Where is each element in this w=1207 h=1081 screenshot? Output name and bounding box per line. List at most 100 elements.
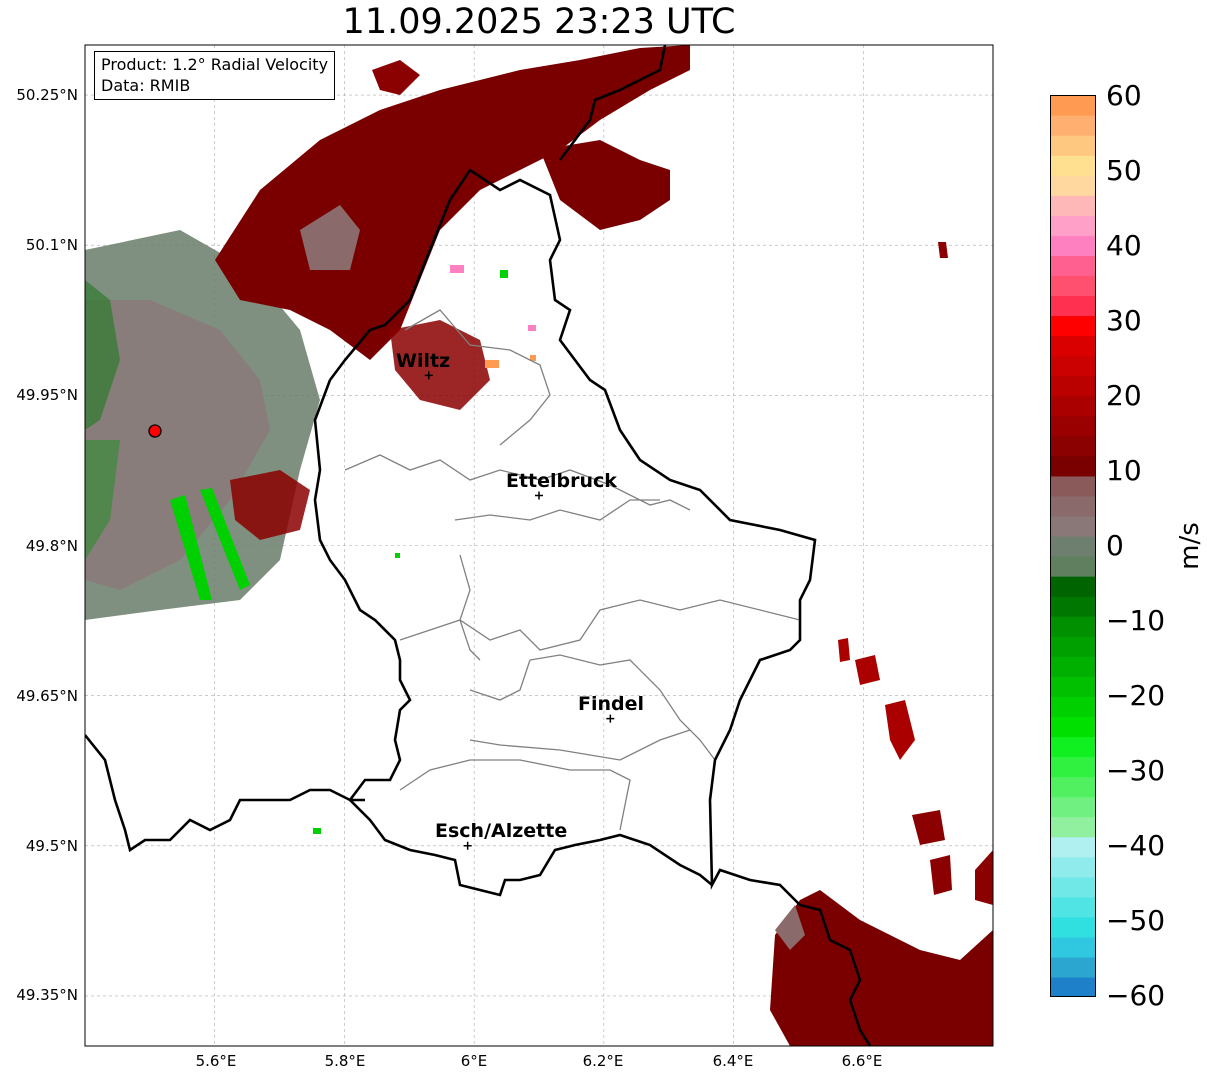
colorbar-tick: −30 [1106, 754, 1166, 787]
data-source-label: Data: RMIB [101, 76, 191, 95]
colorbar [1050, 95, 1096, 997]
radar-echo-gray [85, 300, 270, 590]
colorbar-step [1050, 175, 1096, 196]
colorbar-tick: 20 [1106, 379, 1142, 412]
colorbar-tick: 30 [1106, 304, 1142, 337]
colorbar-step [1050, 596, 1096, 617]
radar-echo-dark-red-band2 [540, 140, 670, 230]
colorbar-step [1050, 836, 1096, 858]
colorbar-step [1050, 495, 1096, 517]
colorbar-tick: −40 [1106, 829, 1166, 862]
colorbar-step [1050, 315, 1096, 337]
colorbar-tick: −50 [1106, 904, 1166, 937]
country-border [85, 45, 872, 1046]
colorbar-step [1050, 776, 1096, 798]
colorbar-step [1050, 896, 1096, 918]
colorbar-step [1050, 295, 1096, 317]
colorbar-tick: 40 [1106, 229, 1142, 262]
radar-echoes [85, 45, 993, 1046]
city-marker [463, 841, 472, 850]
radar-echo-southeast [770, 890, 993, 1046]
colorbar-step [1050, 656, 1096, 677]
radar-echo-green [313, 828, 321, 834]
radar-echo-east-streak [930, 855, 952, 895]
colorbar-step [1050, 956, 1096, 978]
radar-echo-green-left [85, 280, 120, 430]
colorbar-tick: 60 [1106, 79, 1142, 112]
colorbar-step [1050, 115, 1096, 136]
city-marker [535, 491, 543, 500]
radar-echo-east-streak [912, 810, 945, 845]
radar-echo-dark-red-band [215, 45, 690, 360]
colorbar-tick: 0 [1106, 529, 1124, 562]
canton-borders [344, 309, 801, 831]
borders [85, 45, 872, 1046]
radar-echo-red-mid-left [230, 470, 310, 540]
lat-tick-label: 49.5°N [25, 837, 78, 855]
lat-tick-label: 50.1°N [25, 236, 78, 254]
colorbar-step [1050, 616, 1096, 637]
lat-tick-label: 49.35°N [16, 986, 78, 1004]
colorbar-step [1050, 195, 1096, 216]
colorbar-step [1050, 716, 1096, 738]
radar-echo-green-streaks [170, 488, 250, 600]
radar-echo-red-scatter [390, 320, 490, 410]
product-label: Product: 1.2° Radial Velocity [101, 55, 329, 74]
lat-tick-label: 49.8°N [25, 537, 78, 555]
colorbar-step [1050, 95, 1096, 116]
radar-echo-east-streak [975, 850, 993, 905]
colorbar-step [1050, 355, 1096, 377]
colorbar-step [1050, 916, 1096, 938]
colorbar-step [1050, 455, 1096, 477]
city-marker [424, 371, 433, 380]
colorbar-step [1050, 415, 1096, 437]
lat-tick-label: 49.95°N [16, 386, 78, 404]
city-label-ettelbruck: Ettelbruck [506, 470, 617, 492]
radar-echo-east-streak [838, 638, 850, 662]
radar-echo-pink [450, 265, 464, 273]
city-label-findel: Findel [578, 693, 645, 715]
colorbar-step [1050, 375, 1096, 397]
lon-tick-label: 5.6°E [195, 1052, 237, 1070]
lon-tick-label: 6.2°E [582, 1052, 624, 1070]
colorbar-steps [1050, 95, 1096, 997]
radar-echo-green [395, 553, 400, 558]
colorbar-step [1050, 535, 1096, 557]
lon-tick-label: 6°E [460, 1052, 488, 1070]
colorbar-tick: −20 [1106, 679, 1166, 712]
colorbar-step [1050, 135, 1096, 156]
colorbar-step [1050, 756, 1096, 778]
map-title: 11.09.2025 23:23 UTC [342, 2, 736, 42]
colorbar-step [1050, 796, 1096, 818]
colorbar-tick: 50 [1106, 154, 1142, 187]
product-info-box: Product: 1.2° Radial Velocity Data: RMIB [94, 51, 336, 100]
colorbar-tick: −60 [1106, 979, 1166, 1012]
colorbar-step [1050, 856, 1096, 878]
colorbar-step [1050, 936, 1096, 958]
radar-echo-green [500, 270, 508, 278]
colorbar-step [1050, 255, 1096, 276]
colorbar-step [1050, 275, 1096, 297]
radar-echo-orange [530, 355, 536, 361]
colorbar-step [1050, 976, 1096, 997]
colorbar-step [1050, 636, 1096, 657]
radar-echo-east-streak [938, 242, 948, 258]
colorbar-step [1050, 215, 1096, 236]
colorbar-step [1050, 736, 1096, 758]
city-marker [606, 714, 615, 723]
radar-echo-dark-red-top [372, 60, 420, 95]
lat-tick-label: 50.25°N [16, 86, 78, 104]
lon-tick-label: 6.6°E [841, 1052, 883, 1070]
colorbar-step [1050, 335, 1096, 357]
colorbar-step [1050, 475, 1096, 497]
colorbar-unit-label: m/s [1175, 522, 1205, 570]
lat-tick-label: 49.65°N [16, 687, 78, 705]
colorbar-step [1050, 576, 1096, 597]
colorbar-step [1050, 676, 1096, 697]
colorbar-step [1050, 556, 1096, 577]
radar-echo-southeast-gray [775, 905, 805, 950]
city-label-esch-alzette: Esch/Alzette [435, 820, 568, 842]
plot-frame [84, 44, 994, 1047]
radar-echo-gray-patch [300, 205, 360, 270]
